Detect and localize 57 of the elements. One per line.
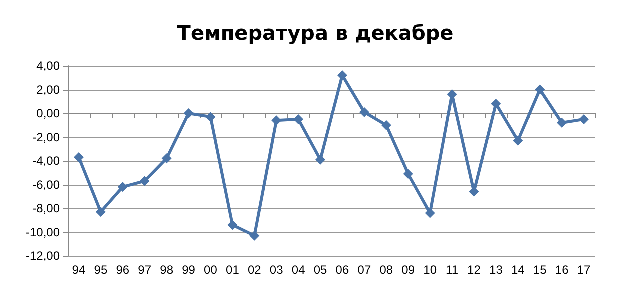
point: [337, 70, 348, 80]
x-tick-label: 95: [94, 263, 108, 277]
x-tick-label: 07: [358, 263, 372, 277]
y-tick-label: -4,00: [32, 154, 60, 168]
point: [359, 107, 370, 118]
x-tick-label: 10: [424, 263, 438, 277]
point: [557, 118, 568, 128]
point: [403, 169, 414, 180]
point: [491, 99, 502, 109]
point: [294, 114, 304, 124]
point: [272, 116, 282, 126]
x-tick-label: 13: [490, 263, 504, 277]
x-tick-label: 12: [468, 263, 482, 277]
point: [513, 136, 524, 146]
x-tick-label: 96: [116, 263, 130, 277]
point: [425, 208, 436, 218]
x-tick-label: 04: [292, 263, 306, 277]
point: [162, 154, 172, 164]
point: [535, 84, 546, 95]
x-tick-label: 00: [204, 263, 218, 277]
y-tick-label: -12,00: [26, 249, 60, 263]
point: [316, 154, 326, 165]
point: [447, 90, 458, 100]
x-tick-label: 11: [446, 263, 459, 277]
x-tick-label: 03: [270, 263, 284, 277]
y-tick-label: 2,00: [36, 82, 60, 97]
point: [118, 182, 128, 192]
y-tick-label: 0,00: [36, 106, 60, 120]
x-tick-label: 09: [402, 263, 416, 277]
point: [140, 176, 150, 186]
y-tick-label: 4,00: [36, 59, 60, 73]
x-tick-label: 94: [72, 263, 86, 277]
y-tick-label: -2,00: [32, 130, 60, 144]
x-tick-label: 98: [160, 263, 174, 277]
x-tick-label: 14: [511, 263, 526, 277]
x-tick-label: 08: [380, 263, 394, 277]
y-tick-label: -8,00: [32, 202, 60, 216]
point: [96, 207, 106, 218]
x-tick-label: 99: [182, 263, 196, 277]
point: [74, 152, 84, 162]
x-tick-label: 17: [577, 263, 592, 277]
point: [381, 120, 392, 130]
x-tick-label: 05: [314, 263, 328, 277]
point: [228, 220, 238, 230]
point: [250, 230, 260, 241]
x-tick-label: 06: [336, 263, 350, 277]
point: [206, 112, 216, 122]
chart-title: Температура в декабре: [177, 21, 454, 45]
x-tick-label: 15: [533, 263, 548, 277]
point: [184, 108, 194, 118]
point: [579, 114, 590, 124]
y-tick-label: -10,00: [26, 225, 60, 240]
x-tick-label: 01: [226, 263, 240, 277]
x-tick-label: 97: [138, 263, 152, 277]
x-tick-label: 16: [555, 263, 570, 277]
x-tick-label: 02: [248, 263, 262, 277]
y-tick-label: -6,00: [32, 178, 60, 192]
